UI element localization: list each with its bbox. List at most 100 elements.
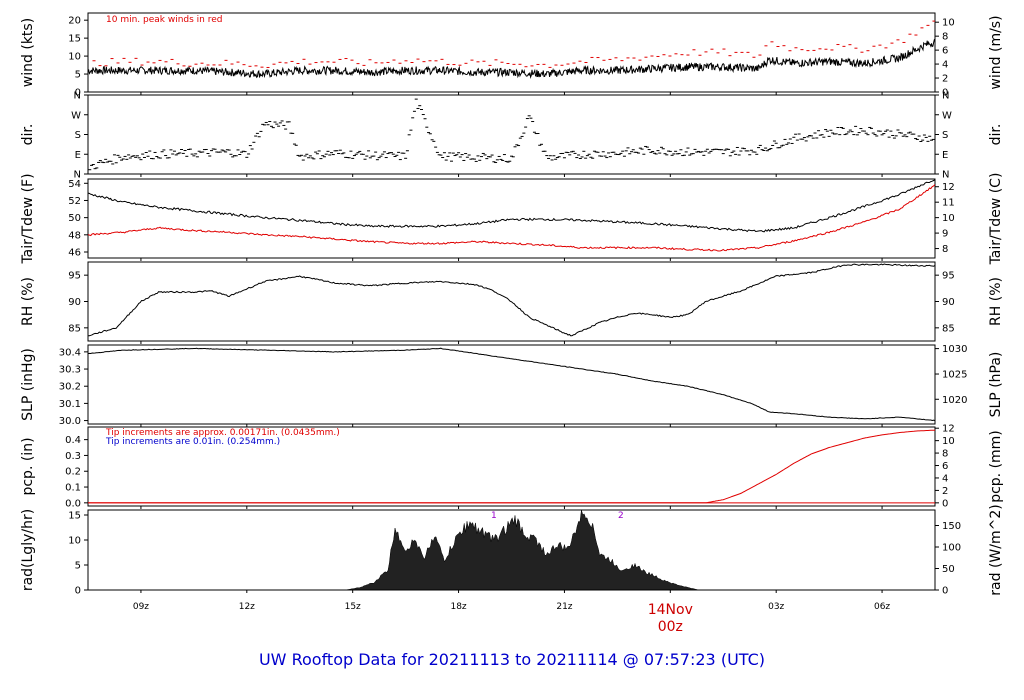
y2-tick-label: E <box>942 150 948 161</box>
y2-tick-label: 85 <box>942 323 955 334</box>
data-layer <box>88 179 935 252</box>
data-layer <box>88 429 935 504</box>
y-tick-label: 5 <box>75 561 81 572</box>
y-tick-label: 54 <box>68 179 81 190</box>
y2-tick-label: 4 <box>942 60 948 71</box>
panel-frame <box>87 426 936 507</box>
y2-tick-label: 0 <box>942 88 948 99</box>
y2-tick-label: 1030 <box>942 344 967 355</box>
y2-tick-label: 11 <box>942 198 955 209</box>
y2-tick-label: 90 <box>942 297 955 308</box>
y2-tick-label: 4 <box>942 473 948 484</box>
y2-tick-label: 10 <box>942 436 955 447</box>
y2-tick-label: 10 <box>942 213 955 224</box>
y2-axis-label: wind (m/s) <box>988 15 1004 89</box>
y-tick-label: 85 <box>68 323 81 334</box>
panel-frame <box>87 178 936 259</box>
tip-increment-blue: Tip increments are 0.01in. (0.254mm.) <box>105 437 280 447</box>
y-tick-label: 0.1 <box>65 483 81 494</box>
tip-increment-red: Tip increments are approx. 0.00171in. (0… <box>105 428 340 438</box>
y-axis-label: SLP (inHg) <box>20 348 36 421</box>
y-axis-label: pcp. (in) <box>20 437 36 495</box>
y-tick-label: 0 <box>75 88 81 99</box>
y2-tick-label: 1020 <box>942 395 967 406</box>
y-tick-label: 90 <box>68 297 81 308</box>
y-tick-label: 30.3 <box>59 365 81 376</box>
y-tick-label: 0 <box>75 586 81 597</box>
data-layer <box>88 510 935 590</box>
y-tick-label: 30.2 <box>59 382 81 393</box>
y2-axis-label: Tair/Tdew (C) <box>988 173 1004 266</box>
y-tick-label: 0.3 <box>65 451 81 462</box>
panel-rh: RH (%) RH (%) 85 90 95 85 90 95 <box>20 261 1004 344</box>
y2-axis-label: RH (%) <box>988 277 1004 326</box>
x-tick-label: 03z <box>768 602 784 612</box>
y2-tick-label: 0 <box>942 586 948 597</box>
panel-slp: SLP (inHg) SLP (hPa) 30.0 30.1 30.2 30.3 30.4 1… <box>20 344 1004 427</box>
y2-tick-label: 6 <box>942 46 948 57</box>
y-axis-label: rad(Lgly/hr) <box>20 509 36 591</box>
y2-tick-label: 6 <box>942 461 948 472</box>
panel-frame <box>87 94 936 175</box>
data-layer <box>88 263 935 337</box>
y2-tick-label: 2 <box>942 486 948 497</box>
y2-tick-label: 50 <box>942 564 955 575</box>
data-layer <box>88 98 935 171</box>
y2-tick-label: 9 <box>942 229 948 240</box>
chart-title: UW Rooftop Data for 20211113 to 20211114… <box>258 650 766 669</box>
y-tick-label: 0.2 <box>65 467 81 478</box>
y-tick-label: 46 <box>68 247 81 258</box>
y2-tick-label: 10 <box>942 18 955 29</box>
y-tick-label: 10 <box>68 536 81 547</box>
x-tick-label: 06z <box>874 602 890 612</box>
y-tick-label: N <box>74 170 81 181</box>
y2-tick-label: 12 <box>942 182 955 193</box>
x-tick-label: 09z <box>133 602 149 612</box>
panel-dir: dir. dir.N NE ES SW WN N <box>20 91 1004 181</box>
y2-tick-label: S <box>942 130 948 141</box>
y-tick-label: 5 <box>75 70 81 81</box>
y2-tick-label: 8 <box>942 32 948 43</box>
panel-frame <box>87 12 936 93</box>
y-axis-label: wind (kts) <box>20 18 36 87</box>
y-tick-label: 15 <box>68 34 81 45</box>
y-tick-label: 10 <box>68 52 81 63</box>
y-tick-label: 48 <box>68 230 81 241</box>
tair-line <box>88 179 935 233</box>
y2-tick-label: N <box>942 91 949 102</box>
y-axis-label: dir. <box>20 124 36 146</box>
wind-line <box>88 38 935 79</box>
y-tick-label: 15 <box>68 511 81 522</box>
y-tick-label: 30.0 <box>59 416 81 427</box>
day-marker-date: 14Nov <box>648 602 693 618</box>
y-tick-label: 95 <box>68 271 81 282</box>
panel-pcp: pcp. (in) pcp. (mm) 0.0 0.1 0.2 0.3 0.4 02 468 10… <box>20 424 1004 510</box>
tdew-line <box>88 184 935 252</box>
y2-axis-label: SLP (hPa) <box>988 352 1004 418</box>
y-tick-label: N <box>74 91 81 102</box>
y-tick-label: 0.4 <box>65 435 81 446</box>
slp-line <box>88 347 935 422</box>
y-tick-label: 30.1 <box>59 399 81 410</box>
x-tick-label: 15z <box>345 602 361 612</box>
panel-annotation: 10 min. peak winds in red <box>106 15 223 25</box>
y2-tick-label: 150 <box>942 521 961 532</box>
y-axis-label: RH (%) <box>20 277 36 326</box>
y2-tick-label: 0 <box>942 498 948 509</box>
y2-axis-label: dir. <box>988 124 1004 146</box>
data-layer <box>88 20 935 79</box>
day-marker-hour: 00z <box>658 619 683 635</box>
y-axis-label: Tair/Tdew (F) <box>20 173 36 264</box>
y-tick-label: 50 <box>68 213 81 224</box>
panel-temp: Tair/Tdew (F) Tair/Tdew (C) 46 48 50 52 54 8 9 10… <box>20 173 1004 266</box>
panel-wind: wind (kts) wind (m/s) 0 5 10 15 20 0 2 4 6 8 10 10 mi… <box>20 12 1004 99</box>
y-tick-label: 52 <box>68 196 81 207</box>
y-tick-label: E <box>75 150 81 161</box>
solar-marker: 1 <box>491 511 497 521</box>
y2-tick-label: N <box>942 170 949 181</box>
x-tick-label: 12z <box>239 602 255 612</box>
y2-tick-label: 2 <box>942 74 948 85</box>
y2-axis-label: rad (W/m^2) <box>988 504 1004 595</box>
y-tick-label: 0.0 <box>65 498 81 509</box>
